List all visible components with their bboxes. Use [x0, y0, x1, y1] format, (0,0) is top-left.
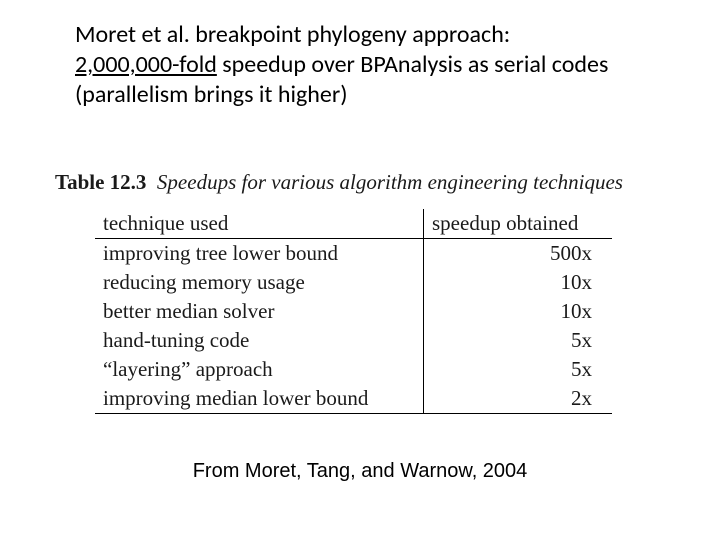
header-technique: technique used — [95, 209, 424, 239]
cell-technique: “layering” approach — [95, 355, 424, 384]
cell-technique: hand-tuning code — [95, 326, 424, 355]
table-row: improving tree lower bound 500x — [95, 239, 612, 269]
citation: From Moret, Tang, and Warnow, 2004 — [0, 460, 720, 483]
speedup-table-region: Table 12.3 Speedups for various algorith… — [55, 170, 665, 414]
cell-speedup: 5x — [424, 326, 613, 355]
cell-speedup: 10x — [424, 297, 613, 326]
title-speedup-value: 2,000,000-fold — [75, 50, 217, 79]
table-caption-label: Table 12.3 — [55, 170, 146, 194]
cell-speedup: 2x — [424, 384, 613, 414]
slide: Moret et al. breakpoint phylogeny approa… — [0, 0, 720, 540]
table-row: reducing memory usage 10x — [95, 268, 612, 297]
cell-technique: improving tree lower bound — [95, 239, 424, 269]
table-caption: Table 12.3 Speedups for various algorith… — [55, 170, 665, 195]
cell-speedup: 500x — [424, 239, 613, 269]
speedup-table: technique used speedup obtained improvin… — [95, 209, 612, 414]
table-row: “layering” approach 5x — [95, 355, 612, 384]
slide-title: Moret et al. breakpoint phylogeny approa… — [75, 20, 665, 110]
cell-technique: reducing memory usage — [95, 268, 424, 297]
cell-speedup: 5x — [424, 355, 613, 384]
table-caption-text: Speedups for various algorithm engineeri… — [157, 170, 623, 194]
table-row: better median solver 10x — [95, 297, 612, 326]
header-speedup: speedup obtained — [424, 209, 613, 239]
table-header-row: technique used speedup obtained — [95, 209, 612, 239]
cell-speedup: 10x — [424, 268, 613, 297]
title-line1: Moret et al. breakpoint phylogeny approa… — [75, 20, 510, 49]
cell-technique: better median solver — [95, 297, 424, 326]
table-row: improving median lower bound 2x — [95, 384, 612, 414]
table-row: hand-tuning code 5x — [95, 326, 612, 355]
cell-technique: improving median lower bound — [95, 384, 424, 414]
